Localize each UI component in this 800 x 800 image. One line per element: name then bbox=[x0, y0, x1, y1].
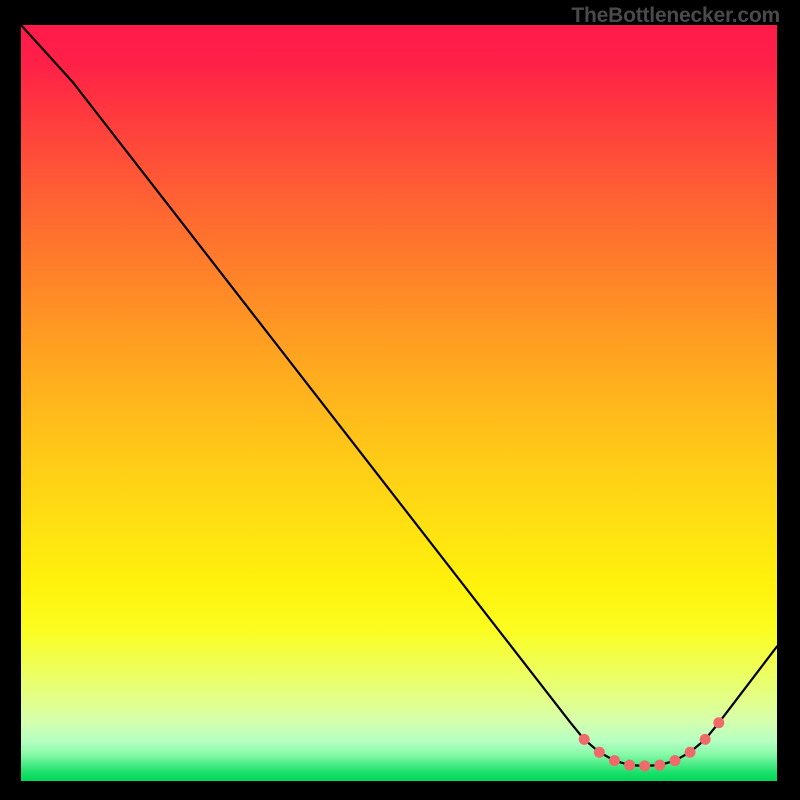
curve-marker bbox=[594, 747, 605, 758]
curve-marker bbox=[609, 755, 620, 766]
curve-marker bbox=[654, 760, 665, 771]
curve-marker bbox=[700, 734, 711, 745]
chart-frame: TheBottlenecker.com bbox=[0, 0, 800, 800]
curve-marker bbox=[639, 760, 650, 771]
curve-marker bbox=[685, 747, 696, 758]
curve-marker bbox=[624, 760, 635, 771]
watermark-text: TheBottlenecker.com bbox=[571, 4, 780, 28]
curve-marker bbox=[579, 734, 590, 745]
curve-marker bbox=[713, 717, 724, 728]
curve-marker bbox=[669, 755, 680, 766]
bottleneck-chart bbox=[0, 0, 800, 800]
plot-background bbox=[21, 25, 777, 781]
